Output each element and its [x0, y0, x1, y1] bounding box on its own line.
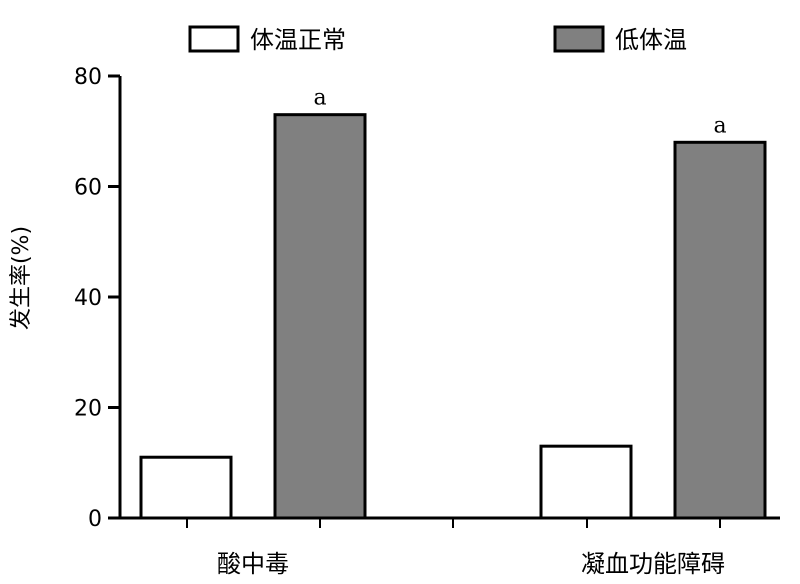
- y-tick-label: 20: [74, 397, 102, 422]
- y-axis-title: 发生率(%): [9, 226, 34, 330]
- bar-annotation: a: [713, 113, 726, 138]
- legend: 体温正常 低体温: [188, 25, 687, 54]
- y-tick-label: 60: [74, 176, 102, 201]
- bar-1-1: [673, 140, 767, 520]
- y-tick-label: 80: [74, 65, 102, 90]
- x-category-label: 酸中毒: [217, 550, 289, 578]
- y-axis: 0 20 40 60 80: [74, 65, 122, 532]
- y-tick-label: 0: [88, 507, 102, 532]
- legend-label: 低体温: [615, 26, 687, 54]
- bars: aa: [139, 86, 767, 520]
- legend-swatch: [188, 25, 240, 53]
- x-category-label: 凝血功能障碍: [581, 550, 725, 578]
- bar-annotation: a: [313, 86, 326, 111]
- legend-label: 体温正常: [250, 26, 346, 54]
- bar-0-1: [539, 444, 633, 520]
- x-axis: 酸中毒 凝血功能障碍: [120, 516, 780, 578]
- legend-swatch: [553, 25, 605, 53]
- y-tick-label: 40: [74, 286, 102, 311]
- bar-0-0: [139, 455, 233, 520]
- bar-1-0: [273, 113, 367, 520]
